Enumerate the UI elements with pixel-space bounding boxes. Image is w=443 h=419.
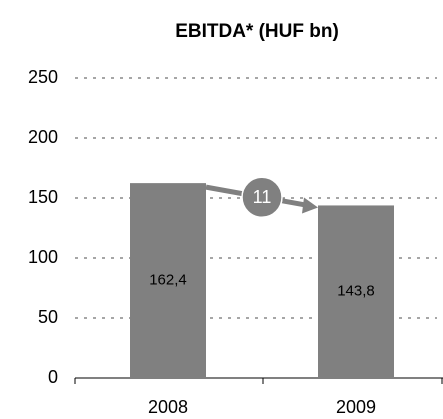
y-tick-label: 50 [38, 307, 58, 327]
arrow-head [302, 197, 318, 214]
x-tick-label: 2009 [336, 397, 376, 417]
value-label: 143,8 [337, 283, 375, 300]
y-tick-label: 250 [28, 67, 58, 87]
y-tick-label: 0 [48, 367, 58, 387]
annotation: 11 [253, 187, 272, 207]
y-tick-label: 100 [28, 247, 58, 267]
y-tick-label: 150 [28, 187, 58, 207]
y-tick-label: 200 [28, 127, 58, 147]
bar [130, 183, 206, 378]
annotation-badge [241, 176, 283, 219]
value-label: 162,4 [149, 272, 187, 289]
bar [318, 205, 394, 378]
x-tick-label: 2008 [148, 397, 188, 417]
chart-title: EBITDA* (HUF bn) [175, 21, 339, 42]
